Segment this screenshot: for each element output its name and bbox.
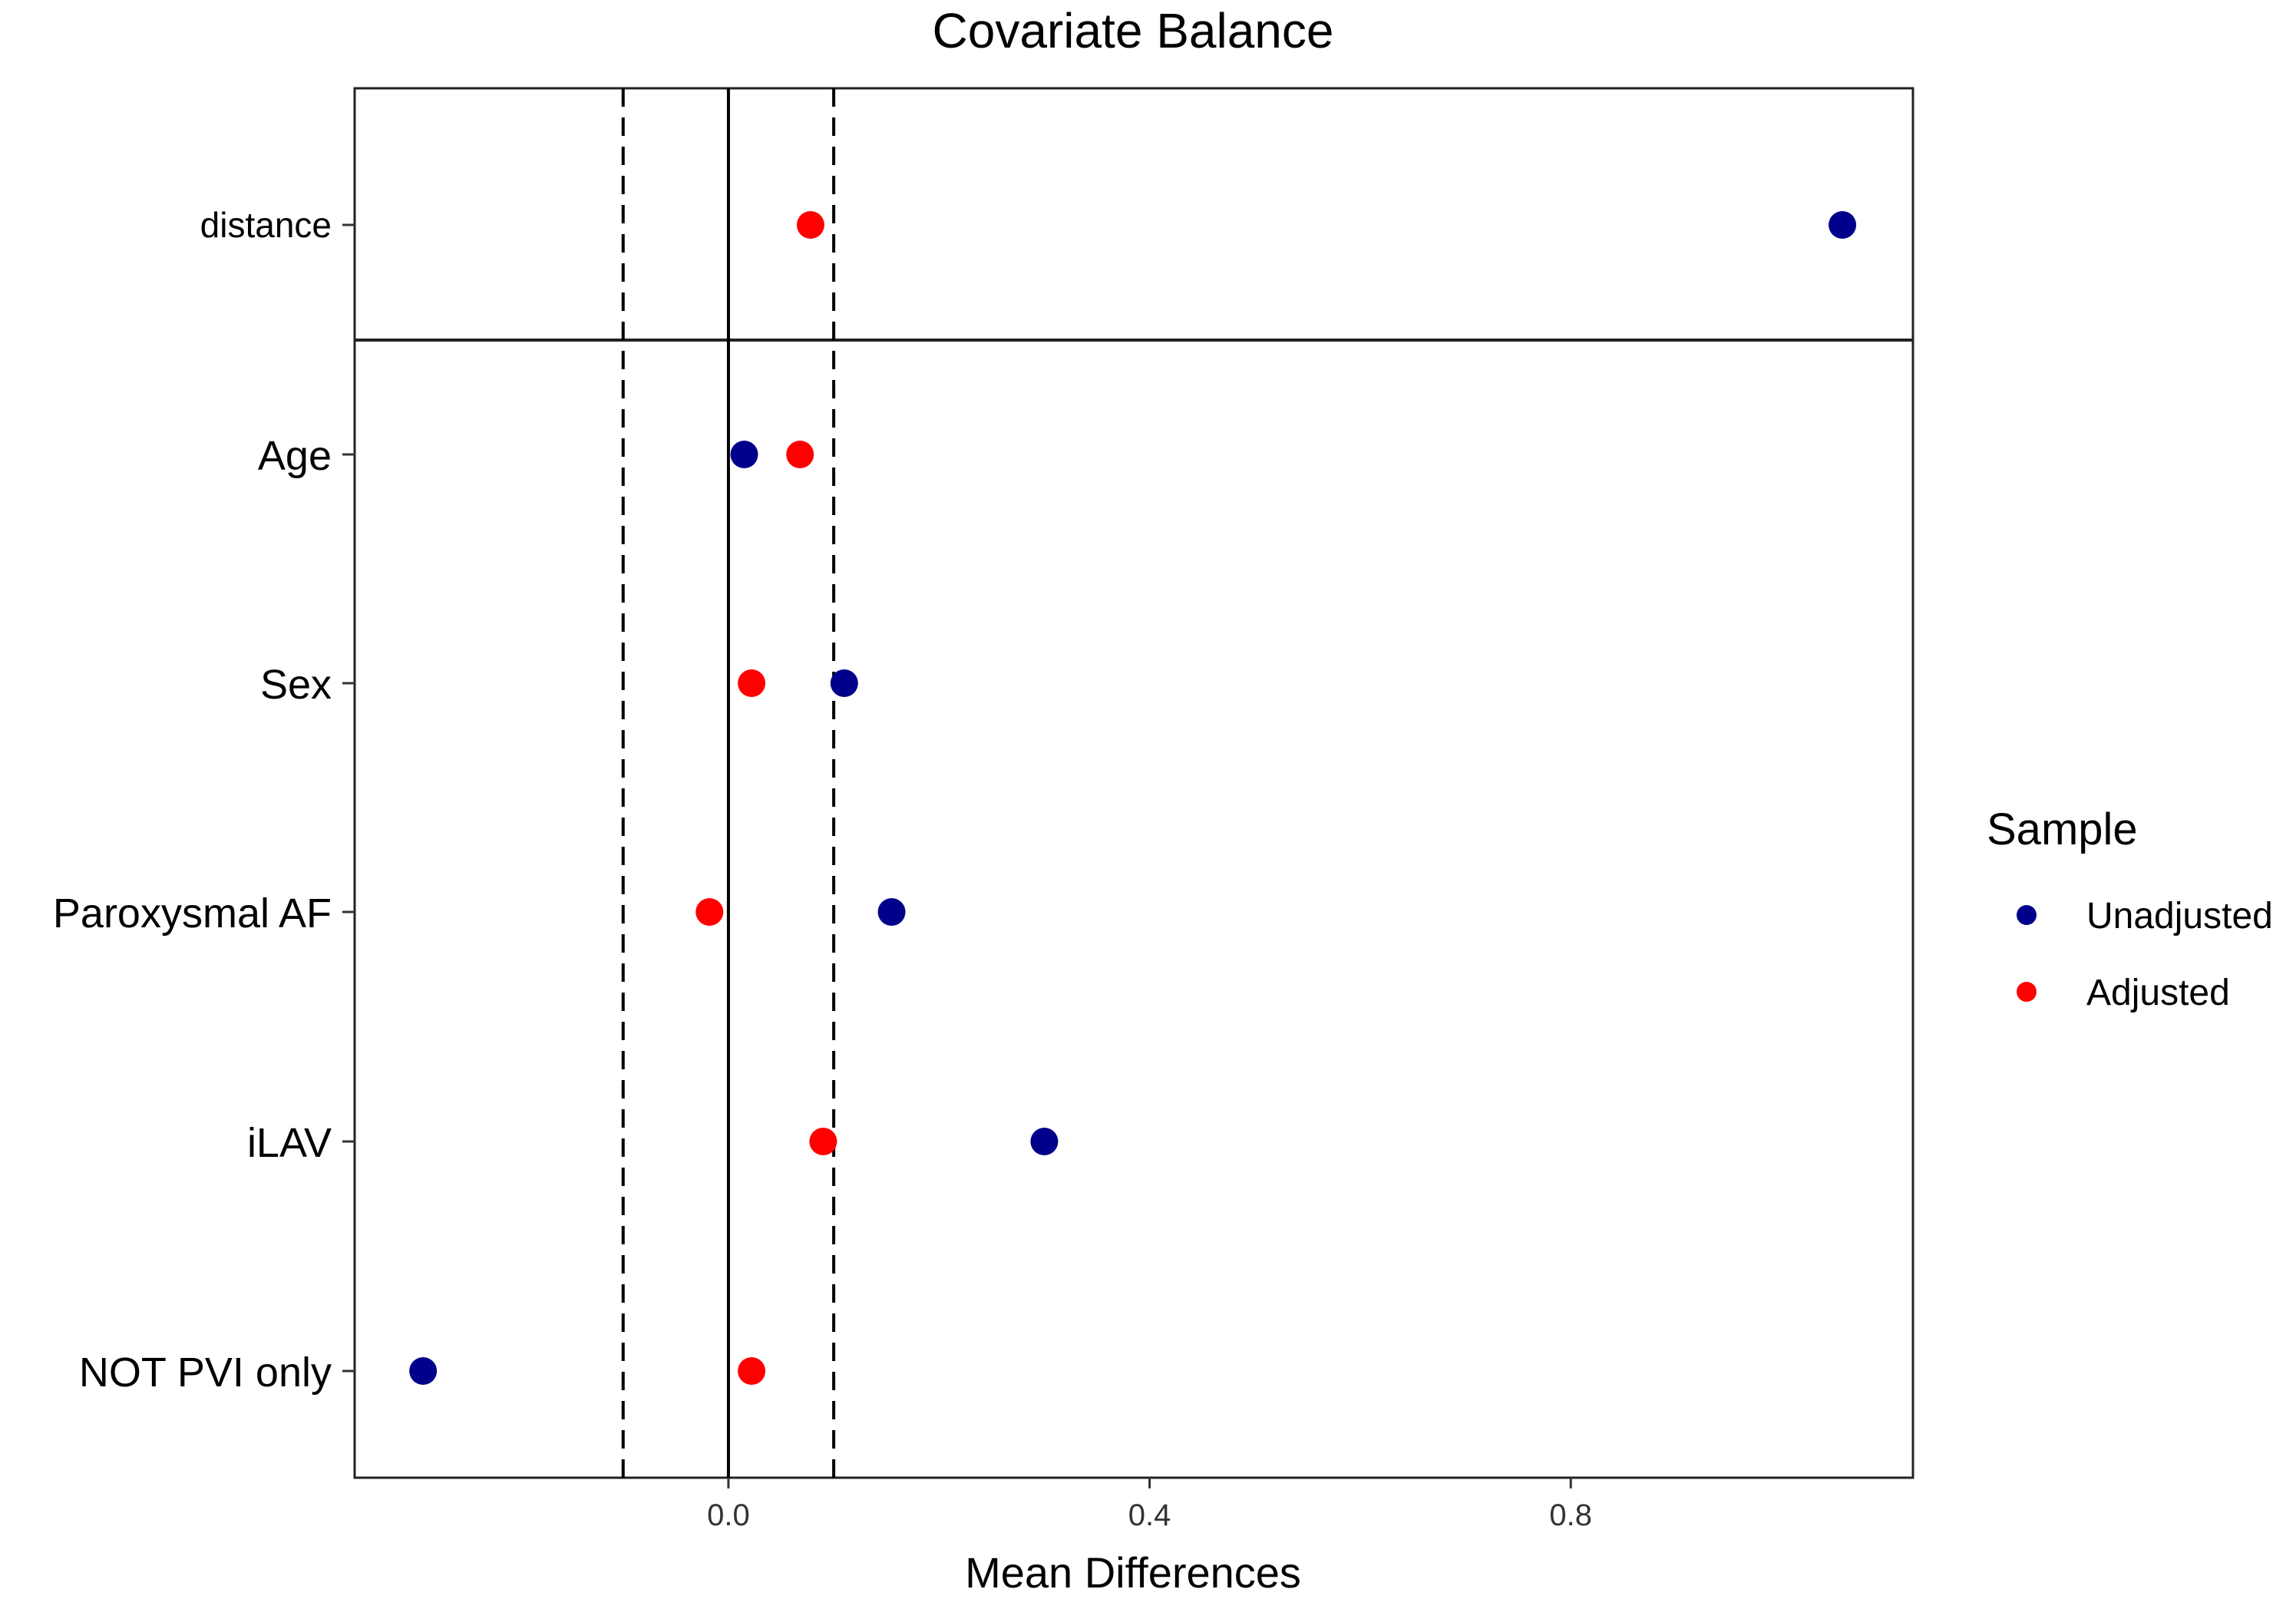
y-tick-label-2: Sex	[260, 662, 332, 708]
point-unadjusted-0	[1829, 211, 1857, 239]
y-tick-label-0: distance	[200, 205, 332, 245]
legend-label-adjusted: Adjusted	[2086, 973, 2230, 1013]
legend-marker-adjusted	[2017, 982, 2037, 1002]
x-axis-label: Mean Differences	[965, 1548, 1301, 1597]
point-adjusted-4	[809, 1128, 837, 1155]
legend: Sample Unadjusted Adjusted	[1987, 804, 2273, 1013]
y-tick-label-5: NOT PVI only	[79, 1350, 332, 1396]
legend-marker-unadjusted	[2017, 905, 2037, 925]
point-unadjusted-5	[409, 1357, 438, 1385]
point-unadjusted-1	[730, 441, 758, 468]
x-tick-label-1: 0.4	[1128, 1498, 1171, 1532]
point-unadjusted-2	[830, 669, 858, 697]
point-unadjusted-4	[1030, 1128, 1059, 1155]
point-adjusted-0	[796, 211, 824, 239]
point-adjusted-1	[786, 441, 814, 468]
legend-title: Sample	[1987, 804, 2138, 854]
legend-entries: Unadjusted Adjusted	[2017, 896, 2273, 1013]
plot-area: 0.0 0.4 0.8 distance Age Sex Paroxysmal AF iLAV…	[53, 87, 1914, 1532]
point-adjusted-2	[738, 669, 766, 697]
point-adjusted-3	[695, 898, 724, 926]
y-tick-label-3: Paroxysmal AF	[53, 890, 332, 937]
point-adjusted-5	[738, 1357, 766, 1385]
x-tick-label-0: 0.0	[707, 1498, 750, 1532]
legend-label-unadjusted: Unadjusted	[2086, 896, 2273, 937]
y-tick-label-1: Age	[258, 433, 332, 479]
y-tick-label-4: iLAV	[247, 1120, 332, 1166]
panel-border	[353, 87, 1914, 1479]
chart-title: Covariate Balance	[933, 3, 1334, 58]
x-tick-label-2: 0.8	[1549, 1498, 1592, 1532]
point-unadjusted-3	[877, 898, 906, 926]
